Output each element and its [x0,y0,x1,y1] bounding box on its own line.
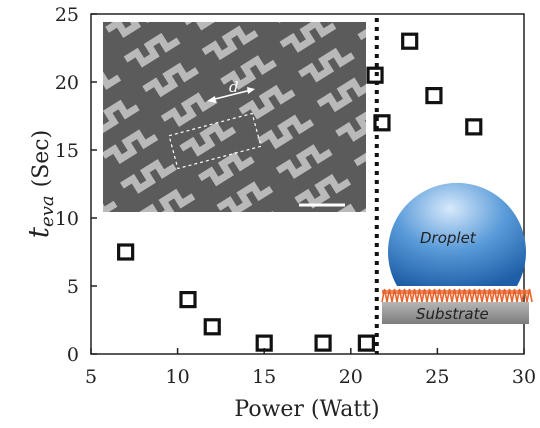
spacing-label: d [229,78,239,96]
droplet-cartoon: Droplet Substrate [381,182,533,324]
coating-fibre [491,288,498,303]
y-axis-ticks: 0 5 10 15 20 25 [55,4,97,366]
coating-layer [381,288,533,303]
x-tick-label: 25 [425,366,449,388]
y-label-symbol: t [22,226,55,238]
spacing-arrow-head-left [207,96,216,103]
data-point-marker [401,32,419,50]
y-tick-label: 15 [55,140,79,162]
plot-frame [90,13,525,355]
coating-fibre [436,288,443,303]
coating-fibre [426,288,433,303]
coating-fibre [421,288,428,303]
x-axis-ticks: 5 10 15 20 25 30 [85,348,536,388]
coating-fibre [396,288,403,303]
y-tick-label: 20 [55,72,79,94]
coating-fibre [431,288,438,303]
y-label-subscript: eva [37,195,58,227]
x-tick-label: 15 [252,366,276,388]
coating-fibre [406,288,413,303]
coating-fibre [461,288,468,303]
svg-text:teva(Sec): teva (Sec) [22,130,58,238]
y-label-unit: (Sec) [29,130,54,188]
y-tick-label: 25 [55,4,79,26]
x-tick-label: 5 [85,366,97,388]
coating-fibre [506,288,513,303]
x-tick-label: 20 [339,366,363,388]
spacing-arrow-head-right [247,87,255,94]
inset-micrograph: d [103,22,366,212]
coating-fibre [486,288,493,303]
coating-fibre [451,288,458,303]
data-point-marker [255,334,273,352]
data-point-marker [314,334,332,352]
x-axis-label: Power (Watt) [234,397,379,422]
coating-fibre [466,288,473,303]
substrate-block [382,302,529,324]
coating-fibre [521,288,528,303]
coating-fibre [441,288,448,303]
data-point-marker [179,291,197,309]
data-point-marker [373,114,391,132]
coating-fibre [401,288,408,303]
droplet-shape [388,182,526,286]
coating-fibre [471,288,478,303]
coating-fibre [501,288,508,303]
data-point-marker [366,66,384,84]
coating-fibre [456,288,463,303]
x-tick-label: 10 [166,366,190,388]
substrate-label: Substrate [416,305,489,323]
droplet-label: Droplet [420,229,477,247]
y-tick-label: 10 [55,208,79,230]
data-point-marker [117,243,135,261]
coating-fibre [446,288,453,303]
coating-fibre [511,288,518,303]
data-point-marker [425,86,443,105]
data-point-marker [203,318,221,336]
data-markers [117,32,483,352]
coating-fibre [391,288,398,303]
coating-fibre [526,288,533,303]
data-point-marker [465,118,483,136]
coating-fibre [516,288,523,303]
coating-fibre [416,288,423,303]
coating-band [382,290,529,294]
y-axis-label: teva (Sec) [22,130,58,238]
coating-fibre [411,288,418,303]
coating-fibre [386,288,393,303]
coating-fibre [476,288,483,303]
x-tick-label: 30 [512,366,536,388]
coating-fibre [496,288,503,303]
y-tick-label: 5 [67,276,79,298]
coating-fibre [381,288,388,303]
data-point-marker [357,334,375,352]
unit-cell-box [168,112,262,170]
spacing-arrow [210,89,252,101]
y-tick-label: 0 [67,344,79,366]
coating-fibre [481,288,488,303]
